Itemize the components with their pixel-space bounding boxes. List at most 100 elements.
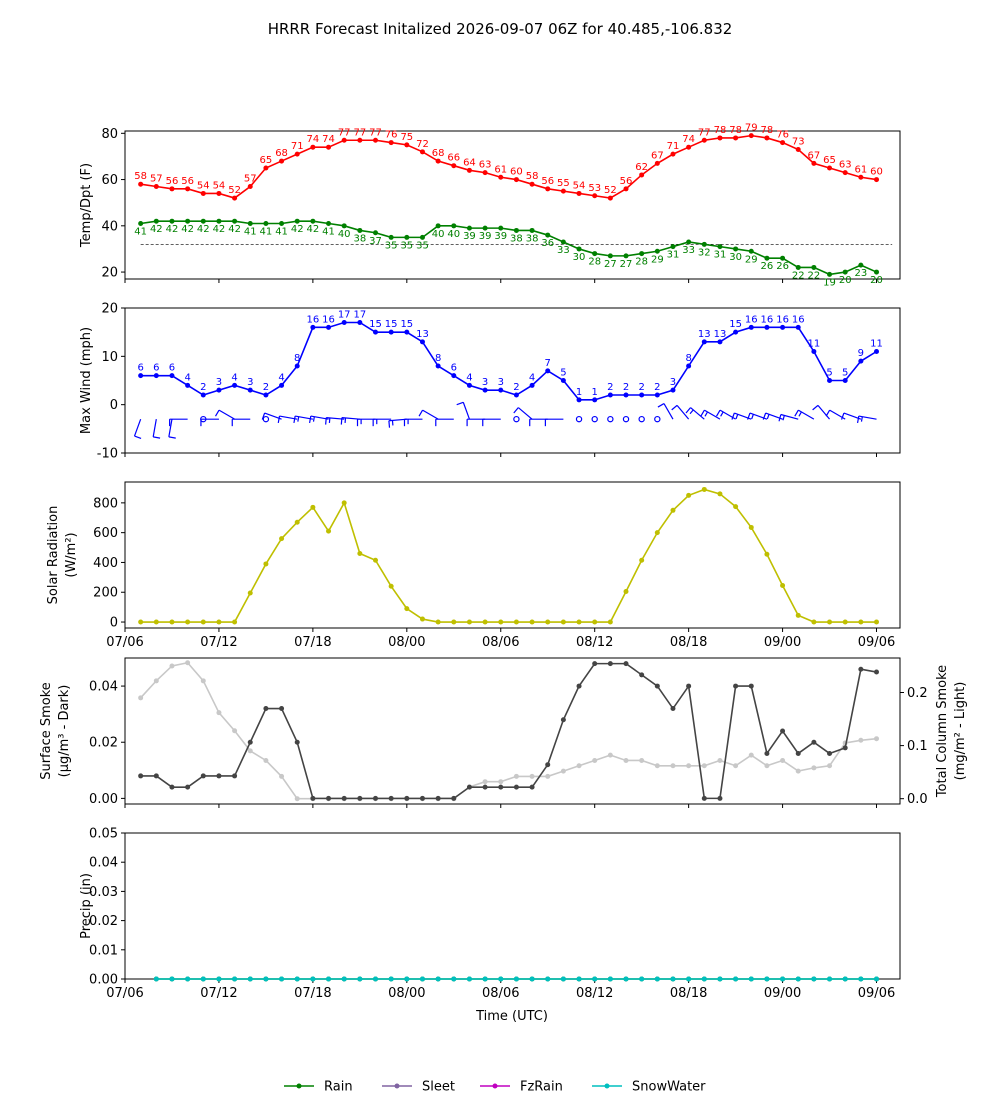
data-point — [482, 387, 488, 393]
data-point — [780, 728, 786, 734]
data-label: 16 — [322, 314, 335, 325]
data-label: 35 — [416, 240, 429, 251]
data-point — [811, 765, 817, 771]
data-point — [216, 387, 222, 393]
data-point — [827, 763, 833, 769]
data-point — [200, 619, 206, 625]
y-tick-label: 0.05 — [89, 827, 118, 842]
data-point — [138, 619, 144, 625]
legend-item-snowwater: SnowWater — [592, 1080, 706, 1095]
data-label: 3 — [247, 377, 253, 388]
data-point — [232, 218, 238, 224]
data-point — [153, 976, 159, 982]
y-tick-label: 600 — [93, 526, 118, 541]
data-point — [169, 619, 175, 625]
data-point — [670, 387, 676, 393]
data-label: 22 — [792, 270, 805, 281]
data-label: 41 — [134, 227, 147, 238]
data-point — [279, 976, 285, 982]
data-label: 6 — [169, 363, 175, 374]
data-point — [686, 763, 692, 769]
data-label: 54 — [197, 180, 210, 191]
data-point — [560, 378, 566, 383]
data-point — [576, 763, 582, 769]
data-point — [811, 976, 817, 982]
data-label: 13 — [416, 329, 429, 340]
data-label: 9 — [858, 348, 864, 359]
data-point — [639, 757, 645, 763]
data-point — [858, 174, 864, 180]
data-point — [279, 158, 285, 164]
wind-barb-calm — [607, 415, 614, 423]
data-label: 78 — [729, 125, 742, 136]
data-point — [748, 524, 754, 530]
data-point — [654, 392, 660, 398]
data-point — [529, 619, 535, 625]
legend-marker — [492, 1083, 498, 1089]
data-point — [545, 773, 551, 779]
data-point — [670, 706, 676, 712]
data-label: 74 — [682, 134, 695, 145]
data-point — [748, 976, 754, 982]
data-label: 35 — [400, 240, 413, 251]
legend-label: Sleet — [422, 1080, 455, 1095]
data-point — [576, 683, 582, 689]
data-point — [795, 324, 801, 330]
data-label: 19 — [823, 277, 836, 288]
wind-barb-flag — [778, 414, 782, 422]
panel-5: 0.00 0.01 0.02 0.03 0.04 0.05 07/06 07/12 07/18 0… — [79, 827, 901, 1001]
data-point — [169, 976, 175, 982]
x-tick-label: 07/06 — [106, 635, 143, 650]
data-label: 38 — [510, 233, 523, 244]
wind-barb-flag — [700, 409, 705, 417]
data-point — [748, 683, 754, 689]
data-label: 2 — [623, 382, 629, 393]
legend-label: Rain — [324, 1080, 353, 1095]
data-point — [498, 976, 504, 982]
data-label: 4 — [529, 372, 535, 383]
data-point — [466, 382, 472, 388]
data-label: 29 — [745, 254, 758, 265]
data-label: 4 — [184, 372, 190, 383]
data-point — [686, 683, 692, 689]
data-point — [545, 976, 551, 982]
data-point — [451, 619, 457, 625]
data-label: 65 — [260, 155, 273, 166]
data-point — [185, 186, 191, 192]
data-label: 77 — [698, 127, 711, 138]
wind-barb-calm — [654, 415, 661, 423]
wind-barb-flag — [513, 407, 519, 414]
plot-frame — [124, 130, 901, 280]
data-point — [639, 251, 645, 257]
data-label: 41 — [260, 227, 273, 238]
data-point — [764, 551, 770, 557]
data-point — [654, 160, 660, 166]
data-point — [576, 397, 582, 403]
data-point — [529, 976, 535, 982]
data-point — [326, 144, 332, 150]
wind-barb — [133, 418, 142, 437]
data-point — [341, 320, 347, 325]
data-point — [138, 221, 144, 226]
wind-barb-flag — [297, 416, 300, 422]
data-point — [858, 666, 864, 672]
data-point — [419, 795, 425, 801]
wind-barb-flag — [309, 415, 312, 424]
data-point — [419, 339, 425, 345]
y-axis-label: Surface Smoke (µg/m³ - Dark) — [39, 682, 72, 780]
legend-item-sleet: Sleet — [382, 1080, 455, 1095]
y-axis-label: Solar Radiation (W/m²) — [46, 506, 79, 605]
data-point — [686, 363, 692, 369]
data-point — [185, 784, 191, 790]
data-label: 57 — [150, 174, 163, 185]
data-point — [263, 221, 269, 226]
data-point — [717, 757, 723, 763]
data-point — [388, 795, 394, 801]
data-point — [294, 519, 300, 525]
data-point — [623, 661, 629, 667]
data-point — [670, 507, 676, 513]
x-tick-label: 08/00 — [388, 986, 425, 1001]
data-label: 42 — [181, 224, 194, 235]
data-point — [748, 248, 754, 254]
y-tick-label: 40 — [101, 219, 118, 234]
